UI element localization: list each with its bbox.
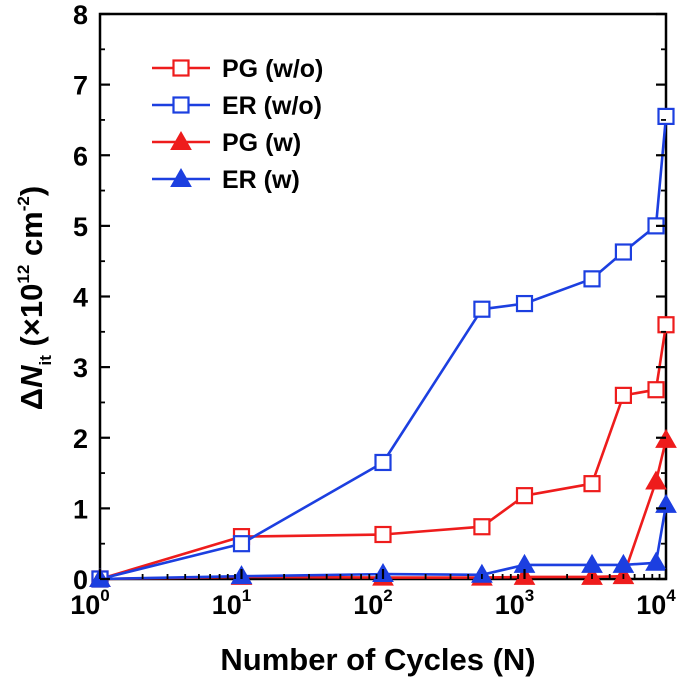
data-point: [614, 386, 633, 404]
y-tick-label: 2: [73, 424, 88, 454]
y-title-unit: cm: [14, 211, 49, 264]
legend-entry-1: ER (w/o): [152, 92, 322, 120]
y-title-prefix: Δ: [14, 388, 49, 410]
legend-marker: [170, 130, 192, 150]
data-point: [473, 518, 491, 536]
x-tick-label: 100: [70, 586, 110, 620]
data-point: [232, 535, 251, 553]
y-tick-label: 3: [73, 353, 88, 383]
legend-entry-0: PG (w/o): [152, 55, 323, 83]
legend-marker: [172, 59, 190, 77]
data-point: [645, 551, 667, 571]
x-tick-base: 10: [495, 590, 525, 620]
legend-label: ER (w/o): [222, 92, 322, 120]
y-tick-label: 7: [73, 71, 88, 101]
x-tick-base: 10: [70, 590, 100, 620]
legend-label: ER (w): [222, 166, 300, 194]
y-title-unit-exp: -2: [14, 196, 33, 211]
data-point: [374, 525, 392, 544]
y-tick-label: 6: [73, 141, 88, 171]
y-title-var: N: [14, 365, 49, 388]
data-point: [374, 453, 392, 472]
data-point: [473, 300, 491, 318]
legend-marker: [172, 96, 190, 114]
x-axis-title: Number of Cycles (N): [220, 642, 535, 677]
y-title-exp: 12: [14, 265, 33, 284]
data-point: [515, 294, 534, 313]
legend-entry-3: ER (w): [152, 166, 300, 194]
x-tick-exp: 1: [242, 586, 251, 605]
legend-entry-2: PG (w): [152, 129, 301, 157]
x-tick-exp: 0: [100, 586, 109, 605]
legend-label: PG (w): [222, 129, 301, 157]
data-point: [647, 381, 665, 399]
x-tick-base: 10: [636, 590, 666, 620]
y-tick-label: 4: [73, 283, 88, 313]
data-point: [471, 563, 493, 583]
y-axis-title: ΔNit (×1012 cm-2): [14, 186, 55, 410]
data-point: [657, 107, 675, 126]
x-tick-base: 10: [353, 590, 383, 620]
data-point: [657, 316, 675, 334]
data-point: [614, 243, 633, 261]
y-title-suffix: ): [14, 186, 49, 196]
data-point: [612, 553, 635, 573]
x-tick-exp: 3: [525, 586, 534, 605]
data-point: [645, 470, 667, 490]
x-tick-base: 10: [212, 590, 242, 620]
y-title-sub: it: [36, 355, 55, 366]
y-tick-label: 1: [73, 494, 88, 524]
legend: PG (w/o) ER (w/o) PG (w) ER (w): [152, 55, 323, 194]
y-tick-label: 8: [73, 0, 88, 30]
legend-marker: [170, 167, 192, 187]
x-tick-label: 104: [636, 586, 676, 620]
data-point: [655, 493, 677, 513]
series-3: [89, 493, 677, 587]
data-point: [583, 270, 601, 288]
y-tick-label: 5: [73, 212, 88, 242]
data-point: [515, 487, 534, 505]
data-point: [581, 553, 603, 573]
y-title-middle: (×10: [14, 284, 49, 356]
x-tick-label: 103: [495, 586, 535, 620]
x-tick-label: 101: [212, 586, 252, 620]
data-point: [583, 475, 601, 493]
x-tick-exp: 2: [383, 586, 392, 605]
series-0: [91, 316, 675, 588]
x-tick-label: 102: [353, 586, 393, 620]
legend-label: PG (w/o): [222, 55, 323, 83]
x-tick-exp: 4: [666, 586, 676, 605]
y-tick-label: 0: [73, 565, 88, 595]
